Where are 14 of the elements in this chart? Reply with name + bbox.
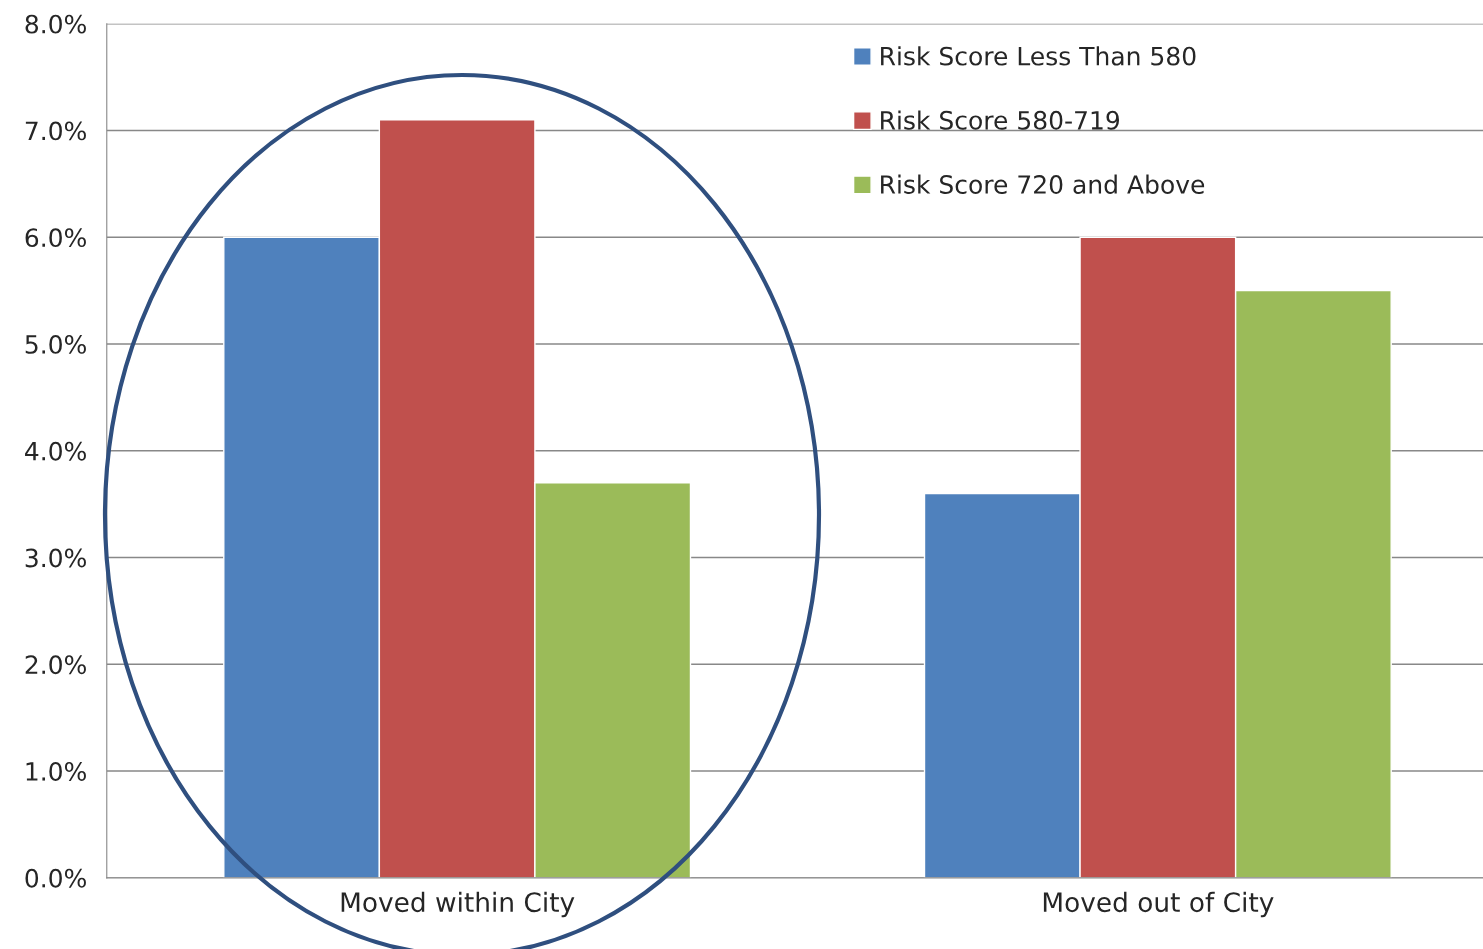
y-tick-label: 5.0% [25,334,86,354]
y-tick-label: 2.0% [25,655,86,675]
x-tick-label: Moved within City [341,891,575,918]
y-tick-label: 1.0% [26,762,86,781]
y-tick-label: 7.0% [25,121,86,141]
y-tick-label: 8.0% [25,14,86,34]
y-tick-label: 4.0% [25,441,86,461]
y-tick-label: 6.0% [25,228,86,248]
legend-label: Risk Score 580-719 [881,110,1120,130]
y-tick-label: 3.0% [25,548,86,568]
x-tick-label: Moved out of City [1043,891,1274,918]
legend-label: Risk Score Less Than 580 [881,46,1196,66]
y-tick-label: 0.0% [25,868,86,888]
legend-label: Risk Score 720 and Above [881,174,1205,194]
